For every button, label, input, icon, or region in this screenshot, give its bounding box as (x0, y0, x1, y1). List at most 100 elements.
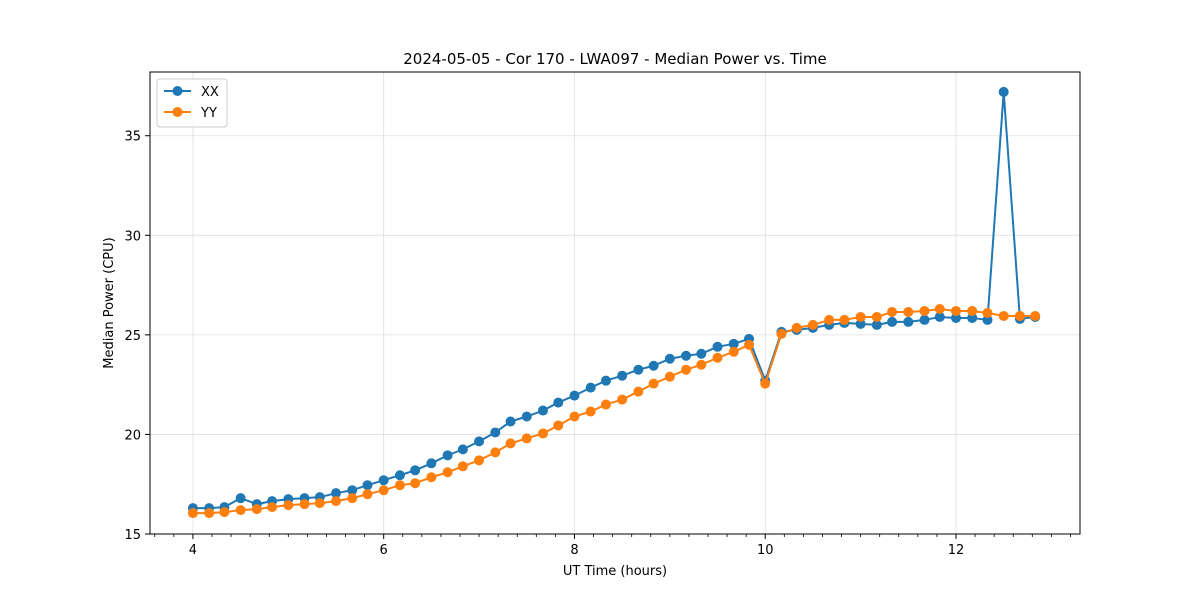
data-point-yy (871, 311, 882, 322)
data-point-xx (951, 312, 961, 323)
data-point-yy (919, 305, 930, 316)
data-point-yy (204, 508, 215, 519)
data-point-yy (537, 428, 548, 439)
data-point-xx (982, 314, 993, 325)
data-point-yy (1014, 310, 1025, 321)
data-point-yy (569, 411, 580, 422)
legend: XX YY (156, 78, 228, 128)
data-point-yy (505, 438, 516, 449)
y-tick-label: 15 (124, 528, 141, 543)
data-point-xx (696, 348, 707, 359)
data-point-xx (633, 364, 644, 375)
x-tick-label: 8 (570, 543, 578, 558)
legend-yy-label: YY (200, 106, 217, 121)
data-point-xx (648, 360, 659, 371)
data-point-yy (283, 500, 294, 511)
data-point-yy (251, 504, 262, 515)
y-tick-label: 30 (124, 229, 141, 244)
data-point-yy (267, 502, 278, 513)
y-axis-label: Median Power (CPU) (102, 237, 117, 368)
data-point-yy (442, 467, 453, 478)
data-point-yy (934, 303, 945, 314)
data-point-xx (457, 444, 468, 455)
data-point-xx (537, 405, 548, 416)
data-point-yy (474, 455, 485, 466)
data-point-yy (426, 472, 437, 483)
data-point-xx (331, 488, 341, 499)
data-point-yy (457, 461, 468, 472)
data-point-xx (474, 436, 485, 447)
data-point-xx (394, 470, 405, 481)
data-point-yy (600, 399, 611, 410)
data-point-yy (776, 328, 787, 339)
x-tick-label: 10 (757, 543, 774, 558)
data-point-yy (362, 489, 373, 500)
series-yy (187, 303, 1041, 519)
data-point-xx (855, 318, 866, 329)
data-point-xx (347, 485, 358, 496)
data-point-yy (807, 319, 818, 330)
data-point-xx (585, 382, 596, 393)
data-point-yy (299, 499, 310, 510)
x-tick-label: 6 (380, 543, 388, 558)
data-point-yy (696, 359, 707, 370)
data-point-xx (887, 316, 898, 327)
data-point-yy (982, 307, 993, 318)
data-point-yy (490, 447, 501, 458)
data-point-yy (219, 507, 230, 518)
data-point-yy (744, 339, 755, 350)
data-point-xx (617, 370, 628, 381)
data-point-yy (760, 378, 771, 389)
data-point-xx (378, 475, 389, 486)
data-point-xx (600, 375, 611, 386)
legend-xx-label: XX (201, 85, 219, 100)
data-point-xx (569, 390, 580, 401)
data-point-yy (998, 310, 1009, 321)
data-point-yy (1030, 310, 1041, 321)
data-point-xx (998, 86, 1009, 97)
data-point-yy (521, 433, 532, 444)
x-tick-label: 4 (189, 543, 197, 558)
data-point-yy (648, 378, 659, 389)
data-point-xx (728, 338, 739, 349)
axis-layer: 4 6 8 10 12 15 20 25 30 35 (124, 130, 1071, 558)
data-point-yy (585, 406, 596, 417)
data-point-yy (824, 314, 835, 325)
data-point-xx (410, 465, 421, 476)
data-point-xx (681, 350, 692, 361)
legend-xx-marker (172, 86, 183, 96)
data-point-xx (521, 411, 532, 422)
data-point-xx (712, 341, 723, 352)
data-point-yy (378, 485, 389, 496)
plot-frame (149, 71, 1081, 535)
data-point-yy (855, 311, 866, 322)
data-point-yy (347, 493, 358, 504)
data-point-yy (887, 306, 898, 317)
data-point-yy (331, 496, 341, 507)
y-tick-label: 35 (124, 130, 141, 145)
legend-yy-marker (172, 107, 183, 117)
data-point-xx (919, 314, 930, 325)
x-axis-label: UT Time (hours) (563, 564, 667, 579)
data-point-yy (553, 420, 564, 431)
data-point-yy (839, 314, 850, 325)
data-point-xx (362, 480, 373, 491)
data-point-yy (728, 346, 739, 357)
data-point-xx (442, 450, 453, 461)
data-point-yy (187, 508, 198, 519)
data-point-yy (712, 352, 723, 363)
data-point-xx (871, 319, 882, 330)
data-point-xx (903, 316, 914, 327)
data-point-xx (505, 416, 516, 427)
data-point-yy (410, 478, 421, 489)
data-point-xx (553, 397, 564, 408)
data-point-yy (664, 371, 675, 382)
x-tick-label: 12 (948, 543, 965, 558)
data-point-xx (235, 493, 246, 504)
series-layer (187, 86, 1041, 519)
data-point-xx (490, 427, 501, 438)
chart-title: 2024-05-05 - Cor 170 - LWA097 - Median P… (403, 50, 827, 68)
data-point-xx (426, 458, 437, 469)
y-tick-label: 25 (124, 329, 141, 344)
